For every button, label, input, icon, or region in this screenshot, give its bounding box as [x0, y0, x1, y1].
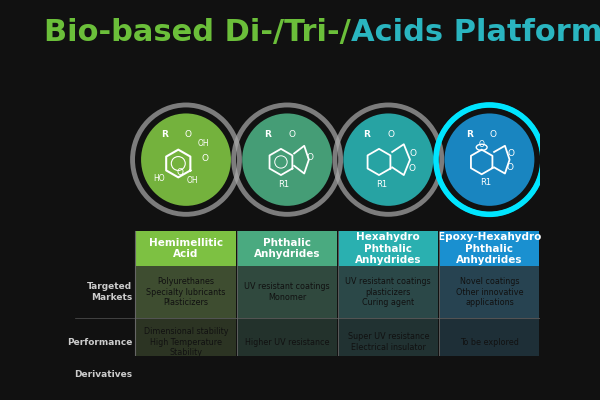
FancyBboxPatch shape [440, 266, 539, 318]
Text: Phthalic
Anhydrides: Phthalic Anhydrides [254, 238, 320, 259]
Text: O: O [410, 149, 416, 158]
Ellipse shape [242, 114, 332, 206]
FancyBboxPatch shape [136, 366, 236, 383]
Text: O: O [289, 130, 295, 138]
Text: O: O [184, 130, 191, 138]
FancyBboxPatch shape [238, 366, 337, 383]
Text: Higher UV resistance: Higher UV resistance [245, 338, 329, 347]
Text: UV resistant coatings
Monomer: UV resistant coatings Monomer [244, 282, 330, 302]
Text: HO: HO [153, 174, 165, 183]
Text: O: O [508, 149, 515, 158]
FancyBboxPatch shape [338, 231, 438, 266]
FancyBboxPatch shape [238, 266, 337, 318]
FancyBboxPatch shape [136, 318, 236, 366]
Text: Acids Platform: Acids Platform [351, 18, 600, 47]
Ellipse shape [141, 114, 231, 206]
Text: R: R [466, 130, 473, 138]
Text: O: O [479, 140, 485, 148]
Text: O: O [408, 164, 415, 173]
Text: O: O [307, 153, 314, 162]
Text: O: O [201, 154, 208, 163]
Text: O: O [506, 164, 513, 172]
Text: Epoxy-Hexahydro
Phthalic
Anhydrides: Epoxy-Hexahydro Phthalic Anhydrides [438, 232, 541, 265]
Text: R: R [363, 130, 370, 138]
Ellipse shape [343, 114, 433, 206]
Text: Targeted
Markets: Targeted Markets [87, 282, 133, 302]
Text: Derivatives: Derivatives [74, 370, 133, 379]
FancyBboxPatch shape [136, 266, 236, 318]
FancyBboxPatch shape [338, 318, 438, 366]
Text: R1: R1 [278, 180, 289, 189]
Text: Hexahydro
Phthalic
Anhydrides: Hexahydro Phthalic Anhydrides [355, 232, 422, 265]
Text: O: O [388, 130, 395, 138]
Text: Bio-based Di-/Tri-/: Bio-based Di-/Tri-/ [44, 18, 350, 47]
FancyBboxPatch shape [338, 366, 438, 383]
Text: Dimensional stability
High Temperature
Stability: Dimensional stability High Temperature S… [144, 327, 228, 357]
FancyBboxPatch shape [440, 366, 539, 383]
Text: R: R [161, 130, 168, 138]
Text: OH: OH [187, 176, 198, 185]
Text: To be explored: To be explored [460, 338, 519, 347]
FancyBboxPatch shape [338, 266, 438, 318]
FancyBboxPatch shape [238, 318, 337, 366]
Text: O: O [176, 168, 184, 177]
Text: Super UV resistance
Electrical insulator: Super UV resistance Electrical insulator [347, 332, 429, 352]
Text: Novel coatings
Other innovative
applications: Novel coatings Other innovative applicat… [455, 277, 523, 307]
FancyBboxPatch shape [136, 231, 236, 266]
Text: OH: OH [197, 139, 209, 148]
Text: Performance: Performance [67, 338, 133, 347]
Ellipse shape [445, 114, 535, 206]
Text: R1: R1 [480, 178, 491, 187]
Text: Polyurethanes
Specialty lubricants
Plasticizers: Polyurethanes Specialty lubricants Plast… [146, 277, 226, 307]
Text: O: O [490, 130, 497, 138]
Text: R: R [265, 130, 271, 138]
Text: UV resistant coatings
plasticizers
Curing agent: UV resistant coatings plasticizers Curin… [346, 277, 431, 307]
FancyBboxPatch shape [440, 318, 539, 366]
Text: Hemimellitic
Acid: Hemimellitic Acid [149, 238, 223, 259]
FancyBboxPatch shape [440, 231, 539, 266]
FancyBboxPatch shape [238, 231, 337, 266]
Text: R1: R1 [377, 180, 388, 189]
